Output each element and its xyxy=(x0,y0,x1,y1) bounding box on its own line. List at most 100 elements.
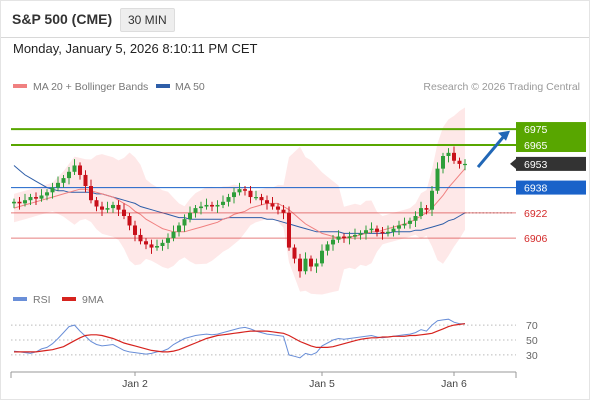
level-tags: 69756965695369386922690669756965 xyxy=(476,122,586,245)
candle-up xyxy=(237,189,242,193)
candle-up xyxy=(446,152,451,156)
candle-up xyxy=(226,197,231,202)
level-tag-last xyxy=(516,156,586,171)
candle-up xyxy=(430,190,434,210)
level-support-label: 6922 xyxy=(524,208,548,220)
candle-down xyxy=(375,228,379,232)
candle-down xyxy=(281,209,286,213)
time-axis: Jan 2 Jan 5 Jan 6 xyxy=(10,371,517,390)
ma9-legend-swatch xyxy=(62,297,76,301)
level-support-label: 6906 xyxy=(524,233,548,245)
candle-down xyxy=(122,209,126,216)
candle-up xyxy=(221,201,225,205)
ma9-legend-label: 9MA xyxy=(82,294,104,306)
candle-up xyxy=(364,230,368,234)
candle-up xyxy=(72,165,77,172)
candle-up xyxy=(111,204,115,209)
candle-down xyxy=(298,258,302,272)
candle-down xyxy=(149,244,154,248)
level-tag-pivot xyxy=(516,180,586,195)
bollinger-band-area xyxy=(14,107,465,295)
resistance-tag-label: 6975 xyxy=(524,124,548,136)
rsi-panel: 70 50 30 xyxy=(11,318,538,362)
candles xyxy=(12,146,467,278)
ma20-legend-swatch xyxy=(13,84,27,88)
candle-up xyxy=(155,246,159,248)
timeframe-button[interactable]: 30 MIN xyxy=(120,8,175,32)
candle-down xyxy=(243,189,247,191)
candle-up xyxy=(23,200,27,204)
candle-down xyxy=(78,165,82,175)
candle-up xyxy=(408,220,412,224)
resistance-tag-label: 6965 xyxy=(524,140,548,152)
candle-down xyxy=(34,197,38,199)
candle-down xyxy=(210,204,214,207)
rsi-tick-label: 50 xyxy=(526,335,538,347)
candle-up xyxy=(232,192,236,198)
candle-up xyxy=(347,236,352,239)
candle-down xyxy=(89,186,93,201)
candle-up xyxy=(419,208,423,216)
candle-up xyxy=(358,233,363,235)
candle-up xyxy=(28,197,33,201)
bollinger-band xyxy=(14,107,465,295)
candle-up xyxy=(67,171,71,179)
ma50-legend-swatch xyxy=(156,84,170,88)
candle-down xyxy=(138,234,143,242)
candle-up xyxy=(353,234,357,237)
timestamp: Monday, January 5, 2026 8:10:11 PM CET xyxy=(13,41,258,56)
ma9-line xyxy=(14,323,466,353)
forecast-arrow-line xyxy=(476,132,508,169)
candle-down xyxy=(100,206,104,210)
candle-down xyxy=(83,174,88,186)
time-axis-label: Jan 2 xyxy=(122,378,148,390)
candle-up xyxy=(441,156,445,169)
forecast-arrow-head xyxy=(498,130,510,141)
candle-down xyxy=(380,231,385,234)
last-price-pointer xyxy=(510,158,516,169)
level-tag-label: 6953 xyxy=(524,159,548,171)
candle-up xyxy=(463,163,467,166)
candle-up xyxy=(50,187,55,193)
rsi-legend-label: RSI xyxy=(33,294,51,306)
candle-up xyxy=(182,219,187,226)
candle-down xyxy=(452,152,456,161)
time-axis-label: Jan 5 xyxy=(309,378,335,390)
candle-up xyxy=(314,263,319,267)
candle-up xyxy=(199,206,203,209)
candle-down xyxy=(287,212,291,248)
candle-up xyxy=(166,238,170,243)
candle-up xyxy=(391,228,396,232)
candle-down xyxy=(259,197,264,201)
candle-up xyxy=(397,225,401,229)
candle-up xyxy=(331,239,335,245)
candle-up xyxy=(204,204,209,207)
candle-down xyxy=(342,236,346,239)
candle-down xyxy=(116,204,121,210)
candle-down xyxy=(17,201,22,204)
candle-down xyxy=(457,160,462,164)
candle-up xyxy=(160,242,165,246)
candle-up xyxy=(254,197,258,199)
candle-up xyxy=(320,250,324,264)
candle-up xyxy=(193,208,198,213)
candle-up xyxy=(61,178,66,183)
time-axis-label: Jan 6 xyxy=(441,378,467,390)
candle-up xyxy=(303,258,308,272)
candle-up xyxy=(336,236,341,240)
candle-up xyxy=(215,204,220,207)
candle-up xyxy=(325,244,330,251)
candle-down xyxy=(265,200,269,204)
candle-up xyxy=(177,225,181,232)
instrument-title: S&P 500 (CME) xyxy=(12,11,113,27)
candle-down xyxy=(276,206,280,210)
candle-down xyxy=(127,216,132,226)
chart-header: S&P 500 (CME) 30 MIN xyxy=(0,0,590,38)
candle-up xyxy=(56,182,60,188)
candle-up xyxy=(386,231,390,234)
candle-down xyxy=(309,258,313,267)
candle-down xyxy=(94,200,99,207)
candle-up xyxy=(435,168,440,191)
